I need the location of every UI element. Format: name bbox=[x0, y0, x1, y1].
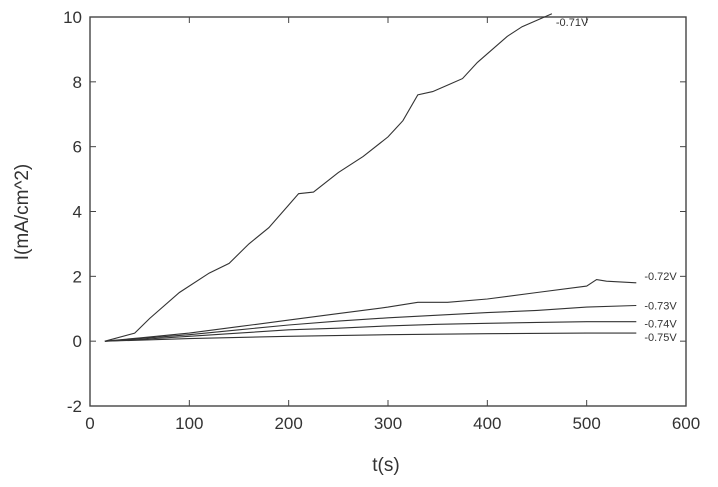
y-tick-label: 8 bbox=[73, 73, 82, 92]
series-label: -0.73V bbox=[644, 301, 677, 313]
series-label: -0.74V bbox=[644, 319, 677, 331]
series-label: -0.71V bbox=[556, 17, 589, 29]
y-axis-title: I(mA/cm^2) bbox=[12, 164, 33, 261]
x-tick-label: 400 bbox=[473, 414, 501, 433]
x-tick-label: 500 bbox=[572, 414, 600, 433]
x-tick-label: 600 bbox=[672, 414, 700, 433]
y-tick-label: -2 bbox=[67, 397, 82, 416]
y-tick-label: 0 bbox=[73, 332, 82, 351]
series-line bbox=[104, 279, 637, 342]
series-line bbox=[104, 321, 637, 342]
y-tick-label: 4 bbox=[73, 203, 82, 222]
x-tick-label: 100 bbox=[175, 414, 203, 433]
x-tick-label: 0 bbox=[85, 414, 94, 433]
series-line bbox=[104, 304, 637, 342]
y-tick-label: 2 bbox=[73, 267, 82, 286]
series-lines bbox=[104, 13, 637, 342]
series-labels: -0.71V -0.72V -0.73V -0.74V-0.75V bbox=[556, 17, 678, 344]
series-label: -0.75V bbox=[644, 332, 677, 344]
x-tick-label: 300 bbox=[374, 414, 402, 433]
plot-frame bbox=[89, 16, 687, 407]
series-line bbox=[104, 332, 637, 342]
axis-ticks bbox=[89, 16, 687, 407]
series-label: -0.72V bbox=[644, 271, 677, 283]
series-line bbox=[104, 13, 553, 342]
y-tick-label: 10 bbox=[63, 8, 82, 27]
x-tick-label: 200 bbox=[274, 414, 302, 433]
x-axis-title: t(s) bbox=[372, 455, 399, 476]
y-tick-label: 6 bbox=[73, 138, 82, 157]
